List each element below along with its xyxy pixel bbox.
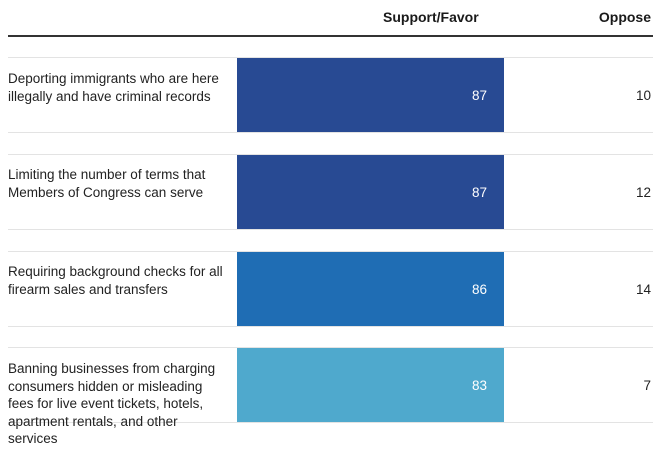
row-label-term-limits: Limiting the number of terms that Member…	[8, 167, 206, 200]
support-column-header: Support/Favor	[383, 9, 479, 25]
support-value-term-limits: 87	[472, 185, 487, 200]
oppose-value-term-limits: 12	[636, 185, 651, 200]
support-value-hidden-fees: 83	[472, 378, 487, 393]
support-bar-hidden-fees	[237, 348, 504, 422]
support-bar-term-limits	[237, 155, 504, 229]
support-bar-background-checks	[237, 252, 504, 326]
support-value-deporting: 87	[472, 88, 487, 103]
header-rule	[8, 35, 653, 37]
oppose-value-hidden-fees: 7	[643, 378, 651, 393]
oppose-value-deporting: 10	[636, 88, 651, 103]
row-label-deporting: Deporting immigrants who are here illega…	[8, 71, 219, 104]
oppose-column-header: Oppose	[598, 9, 651, 25]
row-label-background-checks: Requiring background checks for all fire…	[8, 264, 223, 297]
oppose-value-background-checks: 14	[636, 282, 652, 297]
support-bar-deporting	[237, 58, 504, 132]
row-label-hidden-fees: Banning businesses from charging consume…	[8, 361, 216, 446]
support-value-background-checks: 86	[472, 282, 487, 297]
